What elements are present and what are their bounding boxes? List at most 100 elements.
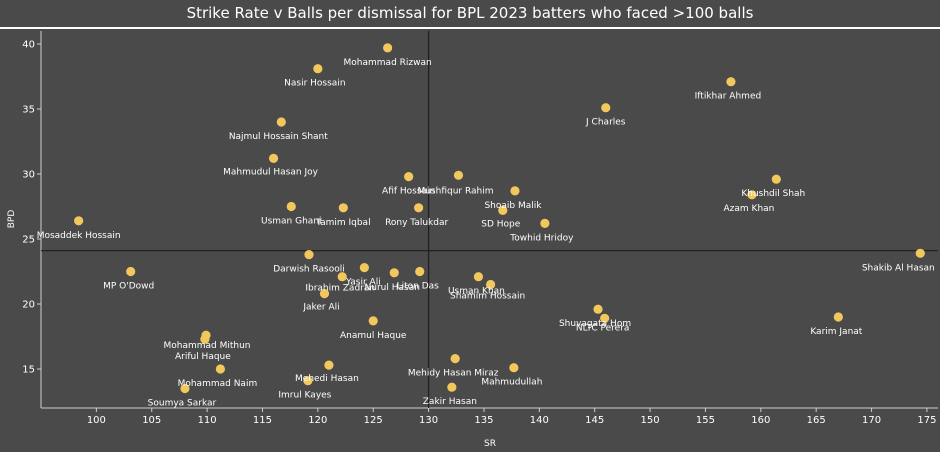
point-towhid-hridoy: [540, 218, 550, 228]
point-label-iftikhar-ahmed: Iftikhar Ahmed: [695, 92, 762, 102]
point-nasir-hossain: [313, 64, 323, 74]
x-tick-label: 170: [862, 415, 881, 426]
point-label-mahmudullah: Mahmudullah: [481, 378, 542, 388]
point-label-mohammad-naim: Mohammad Naim: [178, 379, 258, 389]
point-label-mohammad-mithun: Mohammad Mithun: [163, 341, 250, 351]
x-tick-label: 155: [696, 415, 715, 426]
x-tick-label: 140: [530, 415, 549, 426]
point-label-zakir-hasan: Zakir Hasan: [423, 397, 477, 407]
point-label-towhid-hridoy: Towhid Hridoy: [509, 233, 574, 243]
point-karim-janat: [833, 312, 843, 322]
point-mp-o-dowd: [126, 266, 136, 277]
point-mahmudul-hasan-joy: [268, 153, 279, 163]
point-mohammad-rizwan: [383, 43, 393, 53]
point-label-mahmudul-hasan-joy: Mahmudul Hasan Joy: [223, 167, 318, 177]
point-shoaib-malik: [510, 186, 520, 196]
y-axis-label: BPD: [7, 210, 17, 229]
point-label-anamul-haque: Anamul Haque: [340, 331, 407, 341]
point-usman-ghani: [286, 201, 296, 212]
point-iftikhar-ahmed: [726, 77, 736, 87]
point-tamim-iqbal: [338, 203, 348, 213]
point-label-rony-talukdar: Rony Talukdar: [385, 218, 448, 228]
point-mosaddek-hossain: [74, 216, 84, 226]
point-anamul-haque: [368, 316, 378, 326]
point-label-karim-janat: Karim Janat: [810, 327, 862, 337]
point-jaker-ali: [319, 289, 330, 299]
point-rony-talukdar: [414, 203, 424, 213]
point-ibrahim-zadran: [337, 272, 347, 282]
point-ariful-haque: [200, 334, 210, 344]
point-shakib-al-hasan: [915, 248, 925, 258]
point-label-nltc-perera: NLTC Perera: [576, 323, 630, 333]
point-label-soumya-sarkar: Soumya Sarkar: [148, 399, 217, 409]
y-tick-label: 20: [22, 300, 35, 311]
x-tick-label: 165: [807, 415, 826, 426]
point-j-charles: [601, 103, 611, 113]
point-label-mehedi-hasan: Mehedi Hasan: [295, 374, 359, 384]
x-tick-label: 175: [917, 415, 936, 426]
x-tick-label: 120: [308, 415, 327, 426]
point-mahmudullah: [509, 363, 519, 373]
point-soumya-sarkar: [180, 383, 190, 394]
point-label-shamim-hossain: Shamim Hossain: [450, 292, 525, 302]
points-layer: [74, 43, 925, 394]
point-label-j-charles: J Charles: [585, 118, 626, 128]
point-label-nasir-hossain: Nasir Hossain: [284, 79, 345, 89]
y-tick-label: 15: [22, 365, 35, 376]
point-label-shuvagata-hom: Shuvagata Hom: [559, 319, 631, 329]
y-tick-label: 30: [22, 170, 35, 181]
point-label-ariful-haque: Ariful Haque: [175, 352, 231, 362]
point-label-shakib-al-hasan: Shakib Al Hasan: [862, 263, 935, 273]
y-tick-label: 35: [22, 105, 35, 116]
point-label-mohammad-rizwan: Mohammad Rizwan: [344, 58, 432, 68]
point-label-azam-khan: Azam Khan: [724, 204, 775, 214]
point-mehidy-hasan-miraz: [450, 354, 460, 364]
point-label-tamim-iqbal: Tamim Iqbal: [315, 218, 371, 228]
x-axis-label: SR: [484, 439, 496, 449]
x-tick-label: 110: [198, 415, 217, 426]
point-nurul-hasan: [389, 268, 399, 278]
title-underline: [0, 27, 940, 29]
point-label-ibrahim-zadran: Ibrahim Zadran: [305, 284, 375, 294]
point-labels-layer: Mohammad Rizwan Nasir Hossain Iftikhar Ahm…: [37, 58, 935, 409]
point-label-najmul-hossain-shant: Najmul Hossain Shant: [229, 132, 328, 142]
x-tick-label: 130: [419, 415, 438, 426]
point-nltc-perera: [600, 313, 610, 323]
point-liton-das: [415, 266, 425, 277]
x-tick-label: 150: [641, 415, 660, 426]
x-tick-label: 115: [253, 415, 272, 426]
point-darwish-rasooli: [304, 250, 314, 260]
point-mehedi-hasan: [324, 360, 334, 370]
point-label-afif-hossain: Afif Hossain: [382, 187, 435, 197]
point-label-mehidy-hasan-miraz: Mehidy Hasan Miraz: [408, 369, 499, 379]
point-afif-hossain: [404, 172, 414, 182]
point-najmul-hossain-shant: [276, 117, 286, 127]
x-tick-label: 105: [142, 415, 161, 426]
point-label-mosaddek-hossain: Mosaddek Hossain: [37, 231, 121, 241]
point-label-usman-ghani: Usman Ghani: [261, 217, 322, 227]
point-label-jaker-ali: Jaker Ali: [302, 303, 339, 313]
point-sd-hope: [498, 205, 508, 215]
y-tick-label: 40: [22, 40, 35, 51]
point-label-usman-khan: Usman Khan: [448, 287, 505, 297]
x-tick-label: 160: [751, 415, 770, 426]
point-imrul-kayes: [303, 376, 313, 386]
point-mushfiqur-rahim: [453, 170, 464, 180]
point-label-yasir-ali: Yasir Ali: [345, 278, 381, 288]
point-shuvagata-hom: [593, 304, 603, 314]
point-label-darwish-rasooli: Darwish Rasooli: [273, 265, 345, 275]
point-azam-khan: [747, 190, 757, 200]
point-label-mp-o-dowd: MP O'Dowd: [103, 282, 154, 292]
y-tick-label: 25: [22, 235, 35, 246]
axes-layer: 100 105 110 115 120 125 130 135 140 145 150 155 160 1…: [22, 31, 938, 426]
point-zakir-hasan: [447, 382, 457, 392]
point-shamim-hossain: [486, 279, 496, 290]
point-label-imrul-kayes: Imrul Kayes: [278, 391, 331, 401]
point-label-shoaib-malik: Shoaib Malik: [484, 201, 542, 211]
chart-title: Strike Rate v Balls per dismissal for BP…: [186, 4, 754, 22]
point-label-liton-das: Liton Das: [397, 282, 440, 292]
point-label-khushdil-shah: Khushdil Shah: [741, 189, 805, 199]
reference-lines-layer: [41, 31, 938, 408]
point-mohammad-naim: [215, 364, 225, 374]
